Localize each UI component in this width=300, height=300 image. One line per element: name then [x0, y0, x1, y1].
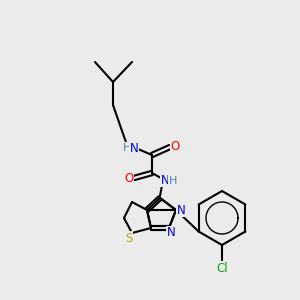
Text: O: O [170, 140, 180, 154]
Text: O: O [124, 172, 134, 184]
Text: S: S [125, 232, 133, 244]
Text: Cl: Cl [216, 262, 228, 275]
Text: N: N [177, 203, 185, 217]
Text: H: H [123, 143, 131, 153]
Text: H: H [169, 176, 177, 186]
Text: N: N [167, 226, 176, 239]
Text: N: N [160, 173, 169, 187]
Text: N: N [130, 142, 138, 154]
